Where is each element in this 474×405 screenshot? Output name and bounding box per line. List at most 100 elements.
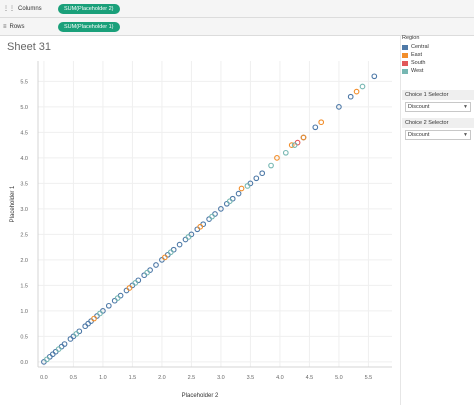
data-point-central	[67, 336, 74, 342]
x-tick-label: 2.0	[158, 375, 166, 381]
data-point-west	[132, 280, 139, 286]
data-point-central	[223, 200, 230, 207]
region-legend: Region Central East South West	[402, 35, 474, 75]
columns-shelf-label: ⋮⋮ Columns	[0, 5, 58, 13]
x-tick-label: 1.5	[129, 375, 137, 381]
choice-1-dropdown[interactable]: Discount ▼	[405, 102, 471, 112]
rows-label: Rows	[9, 23, 25, 30]
data-point-central	[147, 267, 153, 273]
data-point-central	[194, 226, 201, 233]
x-tick-label: 0.0	[40, 375, 48, 381]
x-tick-label: 4.0	[276, 375, 284, 381]
legend-label: West	[411, 68, 424, 74]
sheet-title: Sheet 31	[7, 41, 52, 53]
data-point-east	[197, 223, 204, 230]
choice-1-value: Discount	[408, 104, 430, 110]
x-tick-label: 3.5	[247, 375, 255, 381]
data-point-central	[253, 175, 260, 182]
data-point-central	[371, 73, 378, 80]
y-tick-label: 3.5	[20, 181, 28, 187]
data-point-west	[226, 198, 233, 205]
data-point-central	[49, 351, 56, 358]
x-tick-label: 1.0	[99, 375, 107, 381]
panel-divider	[400, 35, 401, 405]
data-point-central	[153, 262, 159, 268]
data-point-central	[347, 93, 354, 100]
data-point-central	[111, 297, 118, 304]
rows-shelf-label: ≡ Rows	[0, 24, 58, 30]
x-tick-label: 5.0	[335, 375, 343, 381]
rows-pill[interactable]: SUM(Placeholder 1)	[58, 21, 120, 32]
data-point-central	[170, 246, 177, 253]
legend-label: South	[411, 60, 426, 66]
rows-icon: ≡	[3, 23, 7, 30]
legend-swatch	[402, 68, 408, 74]
data-point-central	[336, 104, 342, 110]
data-point-central	[85, 320, 91, 327]
x-tick-label: 5.5	[365, 375, 373, 381]
legend-item-central[interactable]: Central	[402, 43, 474, 51]
data-point-central	[117, 292, 124, 299]
legend-title: Region	[402, 35, 420, 41]
data-point-central	[52, 348, 59, 355]
data-point-east	[162, 254, 168, 261]
columns-pill[interactable]: SUM(Placeholder 2)	[58, 3, 120, 14]
legend-item-south[interactable]: South	[402, 59, 474, 67]
data-point-central	[182, 236, 189, 243]
data-point-central	[235, 190, 242, 197]
data-point-west	[97, 310, 103, 317]
data-point-central	[88, 318, 94, 324]
choice-2-dropdown[interactable]: Discount ▼	[405, 130, 471, 140]
data-point-east	[318, 119, 325, 126]
choice-1-selector: Choice 1 Selector Discount ▼	[402, 90, 474, 114]
y-tick-label: 5.5	[20, 79, 28, 85]
y-tick-label: 2.0	[20, 258, 28, 264]
data-point-central	[58, 343, 65, 350]
data-point-east	[238, 185, 245, 192]
legend-item-east[interactable]: East	[402, 51, 474, 59]
data-point-west	[291, 142, 298, 148]
data-point-west	[167, 249, 174, 256]
y-tick-label: 1.5	[20, 283, 28, 289]
data-point-west	[209, 213, 215, 220]
data-point-east	[288, 142, 295, 148]
data-point-central	[76, 328, 83, 335]
data-point-central	[218, 206, 224, 212]
y-axis-label: Placeholder 1	[10, 185, 16, 222]
y-tick-label: 5.0	[20, 105, 28, 111]
data-point-central	[212, 211, 218, 217]
legend-label: Central	[411, 44, 429, 50]
choice-1-selector-title: Choice 1 Selector	[402, 90, 474, 100]
data-point-west	[73, 331, 80, 337]
data-point-central	[135, 277, 142, 284]
data-point-central	[259, 170, 266, 177]
data-point-central	[61, 341, 68, 347]
y-tick-label: 3.0	[20, 207, 28, 213]
data-point-west	[55, 346, 62, 353]
data-point-central	[82, 323, 89, 330]
data-point-west	[359, 83, 366, 90]
data-point-west	[282, 149, 289, 156]
data-point-central	[206, 216, 212, 222]
y-tick-label: 0.5	[20, 334, 28, 340]
data-point-west	[185, 234, 192, 240]
data-point-central	[312, 124, 319, 131]
rows-shelf: ≡ Rows SUM(Placeholder 1)	[0, 18, 474, 36]
data-point-south	[294, 139, 301, 146]
legend-label: East	[411, 52, 423, 58]
chevron-down-icon: ▼	[463, 104, 468, 110]
data-point-east	[91, 315, 97, 322]
data-point-central	[200, 221, 207, 228]
choice-2-selector: Choice 2 Selector Discount ▼	[402, 118, 474, 142]
legend-item-west[interactable]: West	[402, 67, 474, 75]
y-tick-label: 4.5	[20, 130, 28, 136]
data-point-east	[126, 285, 133, 291]
chevron-down-icon: ▼	[463, 132, 468, 138]
legend-swatch	[402, 44, 408, 50]
data-point-west	[268, 162, 274, 169]
x-axis-label: Placeholder 2	[182, 393, 219, 399]
columns-label: Columns	[18, 5, 42, 12]
choice-2-selector-title: Choice 2 Selector	[402, 118, 474, 128]
data-point-central	[164, 251, 171, 258]
columns-shelf: ⋮⋮ Columns SUM(Placeholder 2)	[0, 0, 474, 18]
